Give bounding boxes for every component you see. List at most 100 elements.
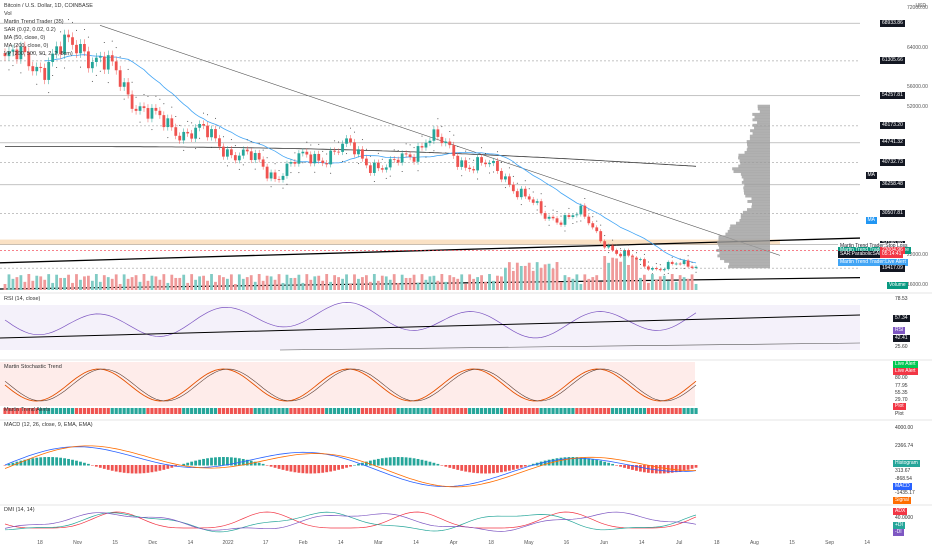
volume-bar xyxy=(4,284,7,290)
macd-histogram-bar xyxy=(67,459,70,466)
trend-alert-bar xyxy=(599,408,602,414)
macd-histogram-bar xyxy=(147,465,150,473)
volume-profile-bar xyxy=(736,222,770,225)
sar-dot xyxy=(283,188,284,189)
candle-body xyxy=(409,154,412,157)
volume-bar xyxy=(425,280,428,290)
macd-histogram-bar xyxy=(635,465,638,471)
macd-histogram-bar xyxy=(464,465,467,472)
trend-alert-bar xyxy=(369,408,372,414)
candle-body xyxy=(151,108,154,119)
sar-dot xyxy=(537,209,538,210)
candle-body xyxy=(587,217,590,224)
sar-dot xyxy=(410,144,411,145)
indicator-mtt[interactable]: Martin Trend Trader (35) xyxy=(4,19,64,26)
sar-dot xyxy=(652,273,653,274)
trend-alert-bar xyxy=(476,408,479,414)
volume-bar xyxy=(31,281,34,290)
macd-title[interactable]: MACD (12, 26, close, 9, EMA, EMA) xyxy=(4,422,93,428)
volume-bar xyxy=(552,269,555,290)
candle-body xyxy=(615,250,618,254)
x-axis-tick: 14 xyxy=(413,540,419,546)
sar-dot xyxy=(521,204,522,205)
mst-subtitle[interactable]: Martin Trend Alerts xyxy=(4,407,50,413)
trend-alert-bar xyxy=(631,408,634,414)
dmi-title[interactable]: DMI (14, 14) xyxy=(4,507,35,513)
volume-bar xyxy=(226,279,229,290)
sar-dot xyxy=(263,150,264,151)
macd-histogram-bar xyxy=(317,465,320,473)
macd-histogram-bar xyxy=(500,465,503,472)
sar-dot xyxy=(596,221,597,222)
trend-alert-bar xyxy=(508,408,511,414)
volume-profile-bar xyxy=(743,211,770,214)
sar-dot xyxy=(382,159,383,160)
trend-alert-bar xyxy=(464,408,467,414)
trend-alert-bar xyxy=(325,408,328,414)
rsi-title[interactable]: RSI (14, close) xyxy=(4,296,40,302)
candle-body xyxy=(294,162,297,164)
candle-body xyxy=(377,163,380,169)
sar-dot xyxy=(366,149,367,150)
x-axis-tick: Feb xyxy=(299,540,308,546)
sar-dot xyxy=(604,235,605,236)
volume-bar xyxy=(317,276,320,290)
candle-body xyxy=(198,124,201,128)
indicator-sar[interactable]: SAR (0.02, 0.02, 0.2) xyxy=(4,27,56,34)
sar-dot xyxy=(155,96,156,97)
trend-alert-bar xyxy=(146,408,149,414)
trend-alert-bar xyxy=(694,408,697,414)
sar-dot xyxy=(12,65,13,66)
trend-alert-bar xyxy=(412,408,415,414)
volume-bar xyxy=(564,275,567,290)
symbol-title[interactable]: Bitcoin / U.S. Dollar, 1D, COINBASE xyxy=(4,3,93,10)
macd-histogram-bar xyxy=(186,463,189,466)
candle-body xyxy=(560,223,563,225)
candle-body xyxy=(536,201,539,203)
volume-profile-bar xyxy=(744,192,770,195)
candle-body xyxy=(452,145,455,156)
trend-alert-bar xyxy=(532,408,535,414)
volume-bar xyxy=(305,274,308,290)
mst-title[interactable]: Martin Stochastic Trend xyxy=(4,364,62,370)
volume-bar xyxy=(575,274,578,290)
trend-alert-bar xyxy=(186,408,189,414)
indicator-ma50[interactable]: MA (50, close, 0) xyxy=(4,35,45,42)
volume-bar xyxy=(433,276,436,290)
volume-profile-bar xyxy=(744,184,770,187)
sar-dot xyxy=(124,99,125,100)
candle-body xyxy=(655,268,658,269)
sar-dot xyxy=(390,176,391,177)
macd-axis-label: MACD xyxy=(893,483,912,490)
indicator-vol[interactable]: Vol xyxy=(4,11,12,18)
trend-alert-bar xyxy=(555,408,558,414)
trend-alert-bar xyxy=(107,408,110,414)
trend-alert-bar xyxy=(297,408,300,414)
volume-bar xyxy=(623,256,626,290)
volume-bar xyxy=(99,282,102,290)
sar-dot xyxy=(298,172,299,173)
indicator-vp[interactable]: VP (200, 500, 50, 2, 2, 8cm) xyxy=(4,51,73,58)
macd-histogram-bar xyxy=(262,464,265,466)
volume-bar xyxy=(210,274,213,290)
trend-alert-bar xyxy=(559,408,562,414)
trend-alert-bar xyxy=(583,408,586,414)
macd-histogram-bar xyxy=(43,457,46,465)
candle-body xyxy=(659,269,662,270)
volume-bar xyxy=(397,283,400,290)
sar-dot xyxy=(473,160,474,161)
volume-bar xyxy=(361,277,364,290)
volume-profile-bar xyxy=(758,105,770,108)
sar-dot xyxy=(386,178,387,179)
volume-bar xyxy=(583,274,586,290)
sar-dot xyxy=(517,183,518,184)
macd-histogram-bar xyxy=(560,458,563,466)
sar-dot xyxy=(644,254,645,255)
indicator-ma200[interactable]: MA (200, close, 0) xyxy=(4,43,48,50)
macd-histogram-bar xyxy=(615,465,618,466)
volume-profile-bar xyxy=(732,167,770,170)
candle-body xyxy=(405,153,408,154)
candle-body xyxy=(254,153,257,160)
volume-bar xyxy=(421,274,424,290)
trend-alert-bar xyxy=(83,408,86,414)
